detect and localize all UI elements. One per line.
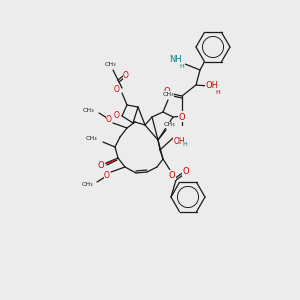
Text: CH₃: CH₃ bbox=[82, 109, 94, 113]
Text: O: O bbox=[104, 172, 110, 181]
Text: O: O bbox=[106, 115, 112, 124]
Text: O: O bbox=[98, 161, 104, 170]
Text: CH₃: CH₃ bbox=[163, 122, 175, 128]
Text: O: O bbox=[114, 112, 120, 121]
Text: O: O bbox=[114, 85, 120, 94]
Text: O: O bbox=[164, 88, 170, 97]
Text: OH: OH bbox=[173, 136, 185, 146]
Text: CH₃: CH₃ bbox=[104, 61, 116, 67]
Text: CH₃: CH₃ bbox=[81, 182, 93, 187]
Text: OH: OH bbox=[206, 82, 218, 91]
Text: O: O bbox=[183, 167, 189, 176]
Text: H: H bbox=[216, 89, 220, 94]
Text: NH: NH bbox=[169, 56, 182, 64]
Text: H: H bbox=[183, 142, 188, 148]
Text: O: O bbox=[179, 112, 185, 122]
Text: O: O bbox=[169, 170, 175, 179]
Text: H: H bbox=[180, 64, 184, 68]
Text: O: O bbox=[123, 70, 129, 80]
Text: CH₃: CH₃ bbox=[162, 92, 174, 97]
Text: CH₃: CH₃ bbox=[85, 136, 97, 142]
